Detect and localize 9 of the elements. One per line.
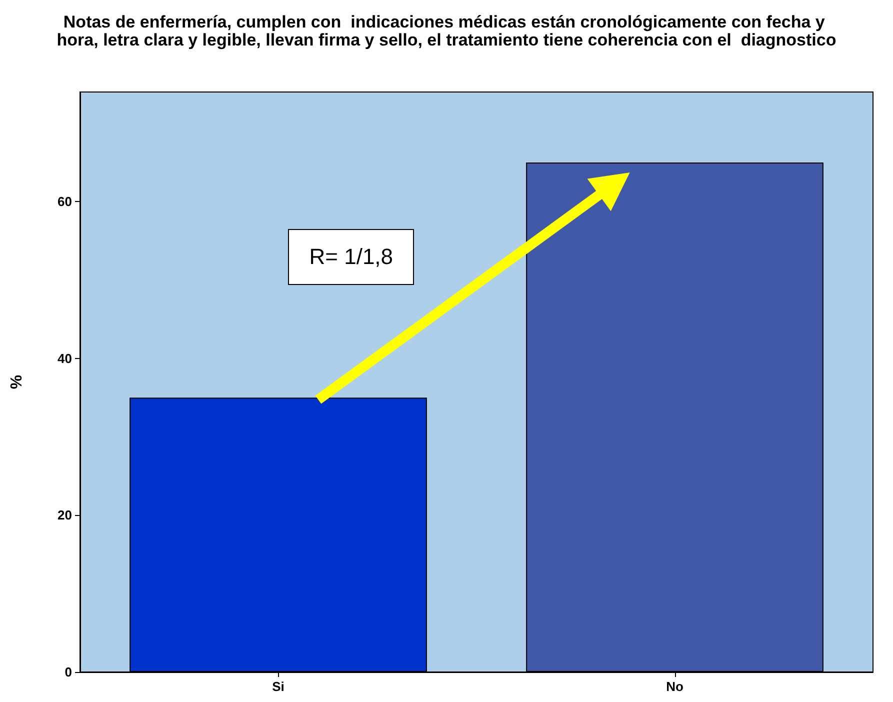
annotation: R= 1/1,8 xyxy=(288,228,414,285)
x-tick-label: Si xyxy=(272,679,284,694)
y-tick-label: 0 xyxy=(64,664,72,680)
y-tick-label: 60 xyxy=(58,194,72,210)
x-tick-label: No xyxy=(666,679,684,694)
chart-title: Notas de enfermería, cumplen con indicaciones médicas están cronológicamente con fecha y hora, letra clara y legible, llevan firma y sello, el tratamiento tiene coherencia con el diagnostico xyxy=(56,12,836,50)
y-axis-title: % xyxy=(8,374,26,390)
y-tick-label: 40 xyxy=(58,350,72,366)
y-tick-label: 20 xyxy=(58,508,72,523)
